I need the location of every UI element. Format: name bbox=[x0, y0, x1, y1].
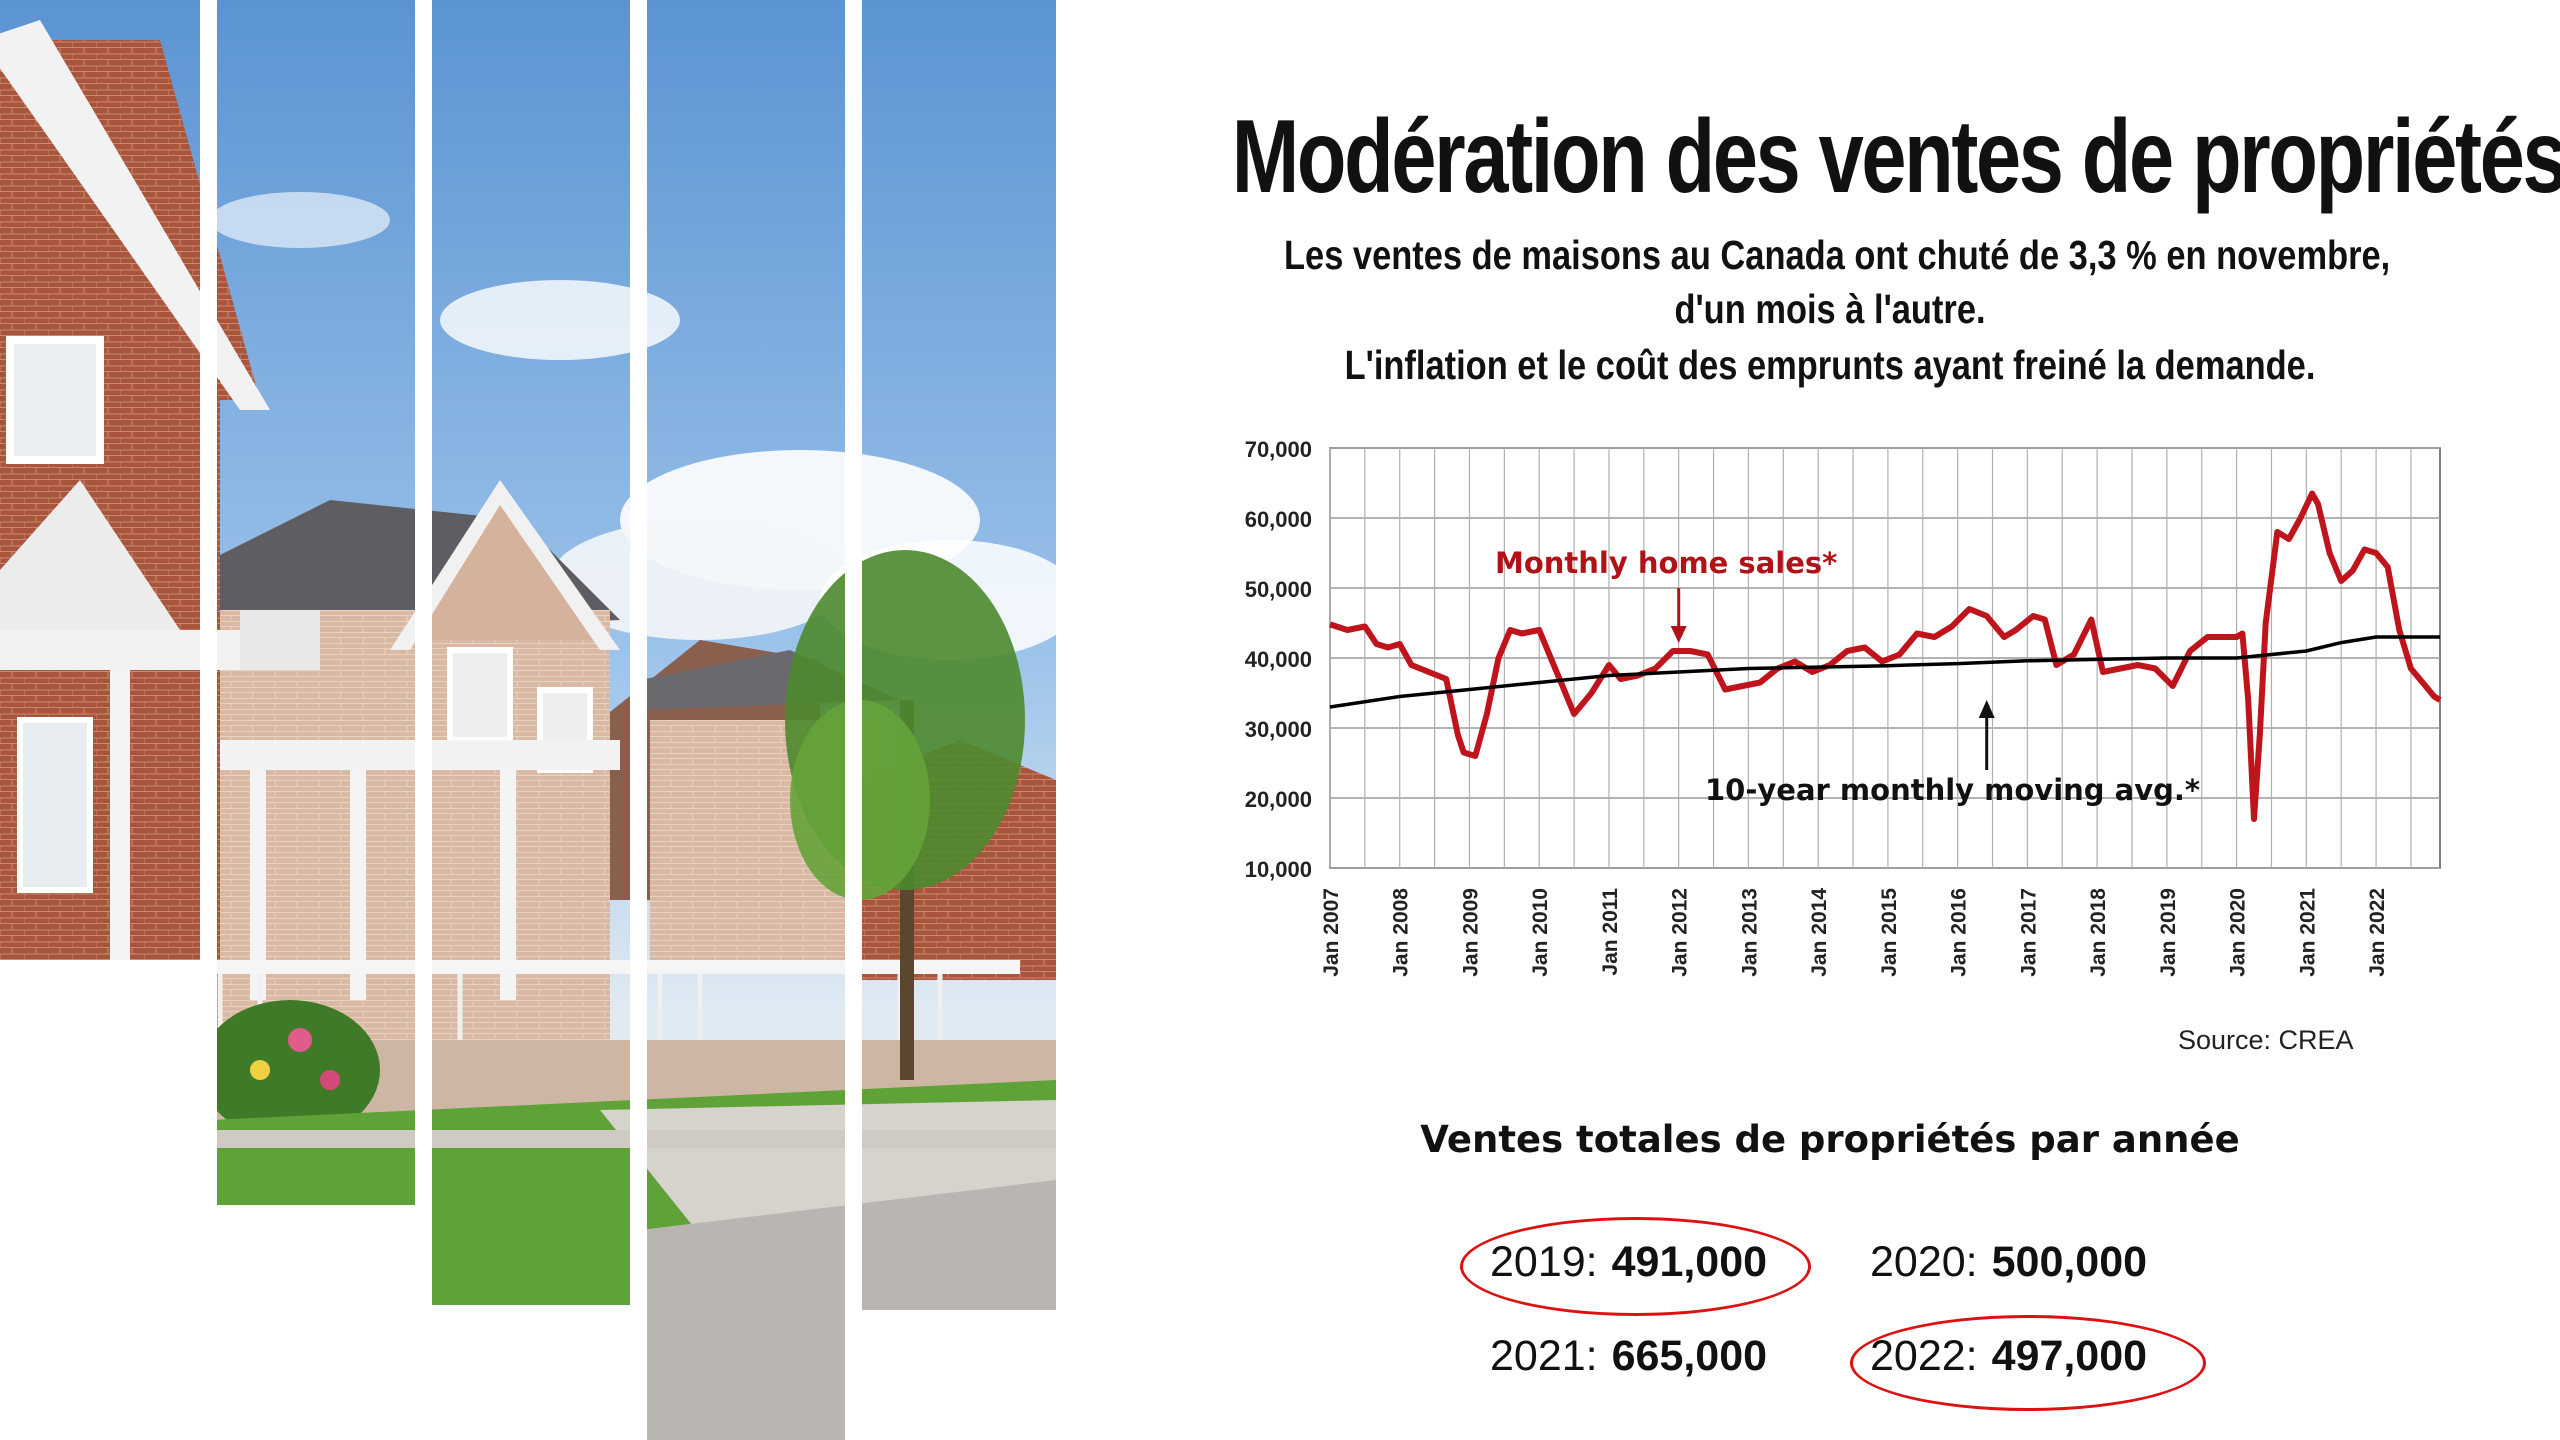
total-value: 665,000 bbox=[1611, 1332, 1768, 1380]
x-tick-label: Jan 2016 bbox=[1948, 888, 1971, 977]
annotation-arrowhead bbox=[1978, 700, 1995, 718]
y-tick-label: 50,000 bbox=[1245, 577, 1312, 602]
x-tick-label: Jan 2020 bbox=[2227, 888, 2250, 977]
x-tick-label: Jan 2017 bbox=[2017, 888, 2040, 977]
totals-title: Ventes totales de propriétés par année bbox=[1420, 1118, 2240, 1161]
x-tick-label: Jan 2012 bbox=[1669, 888, 1692, 977]
x-tick-label: Jan 2015 bbox=[1878, 888, 1901, 977]
subtitle-line-2: d'un mois à l'autre. bbox=[1674, 286, 1986, 332]
x-tick-label: Jan 2013 bbox=[1738, 888, 1761, 977]
x-tick-label: Jan 2021 bbox=[2296, 888, 2319, 977]
y-tick-label: 30,000 bbox=[1245, 717, 1312, 742]
x-tick-label: Jan 2011 bbox=[1599, 888, 1622, 976]
circle-highlight-2022 bbox=[1850, 1315, 2206, 1411]
x-tick-label: Jan 2007 bbox=[1320, 888, 1343, 977]
y-tick-label: 70,000 bbox=[1245, 437, 1312, 462]
x-tick-label: Jan 2010 bbox=[1529, 888, 1552, 977]
total-2021: 2021: 665,000 bbox=[1490, 1332, 1767, 1381]
subtitle-line-1: Les ventes de maisons au Canada ont chut… bbox=[1284, 232, 2391, 278]
total-value: 500,000 bbox=[1991, 1238, 2148, 1286]
subtitle-line-3: L'inflation et le coût des emprunts ayan… bbox=[1344, 342, 2316, 388]
x-tick-label: Jan 2008 bbox=[1390, 888, 1413, 977]
home-sales-chart: 10,000 20,000 30,000 40,000 50,000 60,000 70,0… bbox=[1245, 437, 2442, 977]
total-value: 491,000 bbox=[1611, 1238, 1768, 1286]
x-tick-label: Jan 2009 bbox=[1459, 888, 1482, 977]
page-title: Modération des ventes de propriétés bbox=[1231, 99, 2560, 215]
total-2019: 2019: 491,000 bbox=[1490, 1238, 1767, 1287]
total-year: 2022: bbox=[1870, 1332, 1978, 1380]
chart-source: Source: CREA bbox=[2178, 1025, 2354, 1055]
total-value: 497,000 bbox=[1991, 1332, 2148, 1380]
circle-highlight-2019 bbox=[1460, 1217, 1811, 1316]
y-tick-label: 20,000 bbox=[1245, 787, 1312, 812]
annotation-arrowhead bbox=[1670, 626, 1687, 643]
photo-strip bbox=[432, 0, 630, 1305]
photo-strip bbox=[862, 0, 1056, 1310]
total-2020: 2020: 500,000 bbox=[1870, 1238, 2147, 1287]
total-year: 2020: bbox=[1870, 1238, 1978, 1286]
photo-strip bbox=[217, 0, 415, 1205]
photo-strip bbox=[0, 0, 200, 960]
series-line-moving-avg bbox=[1329, 635, 2440, 709]
photo-strip bbox=[647, 0, 845, 1440]
total-2022: 2022: 497,000 bbox=[1870, 1332, 2147, 1381]
y-tick-label: 60,000 bbox=[1245, 507, 1312, 532]
annotation-monthly-sales: Monthly home sales* bbox=[1495, 546, 1837, 580]
y-tick-label: 40,000 bbox=[1245, 647, 1312, 672]
x-tick-label: Jan 2014 bbox=[1808, 888, 1831, 977]
annotation-moving-avg: 10-year monthly moving avg.* bbox=[1705, 773, 2200, 807]
total-year: 2021: bbox=[1490, 1332, 1598, 1380]
total-year: 2019: bbox=[1490, 1238, 1598, 1286]
y-tick-label: 10,000 bbox=[1245, 857, 1312, 882]
x-tick-label: Jan 2019 bbox=[2157, 888, 2180, 977]
x-tick-label: Jan 2022 bbox=[2366, 888, 2389, 977]
series-line-monthly-sales bbox=[1329, 490, 2442, 822]
x-tick-label: Jan 2018 bbox=[2087, 888, 2110, 977]
